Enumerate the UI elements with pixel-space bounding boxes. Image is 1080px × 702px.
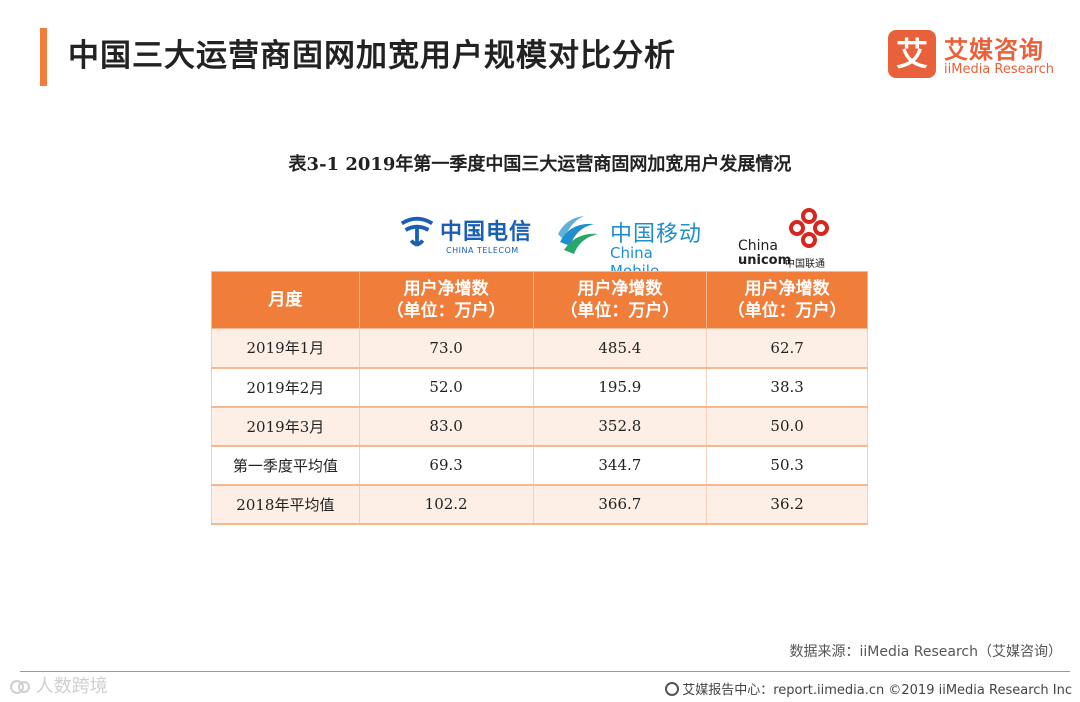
- china-telecom-icon: [400, 216, 434, 247]
- header-telecom-label: 用户净增数: [403, 279, 489, 299]
- watermark-text: 人数跨境: [35, 676, 108, 697]
- china-unicom-name-en-2: unicom: [738, 253, 792, 268]
- cell-mobile: 195.9: [532, 367, 708, 408]
- table-row: 2018年平均值 102.2 366.7 36.2: [211, 484, 868, 525]
- header-telecom: 用户净增数 （单位：万户）: [358, 271, 534, 329]
- header-unicom: 用户净增数 （单位：万户）: [706, 271, 868, 329]
- china-telecom-name-cn: 中国电信: [440, 220, 533, 245]
- watermark: 人数跨境: [10, 672, 108, 698]
- title-accent-bar: [40, 28, 47, 86]
- footer-text: 艾媒报告中心：report.iimedia.cn ©2019 iiMedia R…: [682, 683, 1072, 698]
- cell-mobile: 485.4: [532, 328, 708, 369]
- cell-telecom: 102.2: [358, 484, 534, 525]
- table-row: 第一季度平均值 69.3 344.7 50.3: [211, 445, 868, 486]
- table-row: 2019年1月 73.0 485.4 62.7: [211, 328, 868, 369]
- table-caption: 表3-1 2019年第一季度中国三大运营商固网加宽用户发展情况: [288, 154, 792, 175]
- cell-unicom: 36.2: [706, 484, 868, 525]
- brand-name-cn: 艾媒咨询: [944, 36, 1044, 64]
- china-unicom-name-en-1: China: [738, 238, 778, 254]
- header-unicom-unit: （单位：万户）: [727, 301, 847, 321]
- cell-unicom: 62.7: [706, 328, 868, 369]
- cell-month: 2019年2月: [211, 367, 360, 408]
- subscriber-table: 月度 用户净增数 （单位：万户） 用户净增数 （单位：万户） 用户净增数 （单位…: [211, 271, 868, 525]
- cell-month: 2018年平均值: [211, 484, 360, 525]
- data-source-note: 数据来源：iiMedia Research（艾媒咨询）: [789, 644, 1063, 660]
- cell-unicom: 50.0: [706, 406, 868, 447]
- table-header-row: 月度 用户净增数 （单位：万户） 用户净增数 （单位：万户） 用户净增数 （单位…: [211, 271, 868, 329]
- header-mobile: 用户净增数 （单位：万户）: [532, 271, 708, 329]
- china-telecom-name-en: CHINA TELECOM: [446, 246, 519, 255]
- header-mobile-label: 用户净增数: [577, 279, 663, 299]
- footer-divider: [20, 671, 1070, 672]
- cell-month: 第一季度平均值: [211, 445, 360, 486]
- header-mobile-unit: （单位：万户）: [560, 301, 680, 321]
- china-mobile-name-cn: 中国移动: [610, 222, 703, 247]
- header-unicom-label: 用户净增数: [744, 279, 830, 299]
- cell-mobile: 352.8: [532, 406, 708, 447]
- china-telecom-logo: 中国电信 CHINA TELECOM: [398, 208, 534, 266]
- header-month: 月度: [211, 271, 360, 329]
- china-unicom-name-cn: 中国联通: [785, 259, 825, 270]
- brand-mark-icon: 艾: [888, 30, 936, 78]
- cell-month: 2019年1月: [211, 328, 360, 369]
- cell-unicom: 50.3: [706, 445, 868, 486]
- page-title: 中国三大运营商固网加宽用户规模对比分析: [68, 38, 676, 74]
- china-unicom-knot-icon: [789, 208, 829, 248]
- brand-logo: 艾 艾媒咨询 iiMedia Research: [888, 30, 1068, 82]
- cell-month: 2019年3月: [211, 406, 360, 447]
- cell-unicom: 38.3: [706, 367, 868, 408]
- report-center-icon: [665, 682, 680, 696]
- footer: 艾媒报告中心：report.iimedia.cn ©2019 iiMedia R…: [665, 679, 1072, 698]
- china-mobile-logo: 中国移动 China Mobile: [554, 208, 704, 280]
- cell-telecom: 52.0: [358, 367, 534, 408]
- table-row: 2019年2月 52.0 195.9 38.3: [211, 367, 868, 408]
- china-mobile-icon: [558, 216, 598, 254]
- cell-mobile: 344.7: [532, 445, 708, 486]
- cell-mobile: 366.7: [532, 484, 708, 525]
- china-unicom-logo: China unicom 中国联通: [738, 208, 848, 270]
- cell-telecom: 73.0: [358, 328, 534, 369]
- header-telecom-unit: （单位：万户）: [386, 301, 506, 321]
- table-row: 2019年3月 83.0 352.8 50.0: [211, 406, 868, 447]
- cell-telecom: 83.0: [358, 406, 534, 447]
- brand-name-en: iiMedia Research: [944, 62, 1055, 77]
- watermark-icon: [10, 680, 30, 694]
- cell-telecom: 69.3: [358, 445, 534, 486]
